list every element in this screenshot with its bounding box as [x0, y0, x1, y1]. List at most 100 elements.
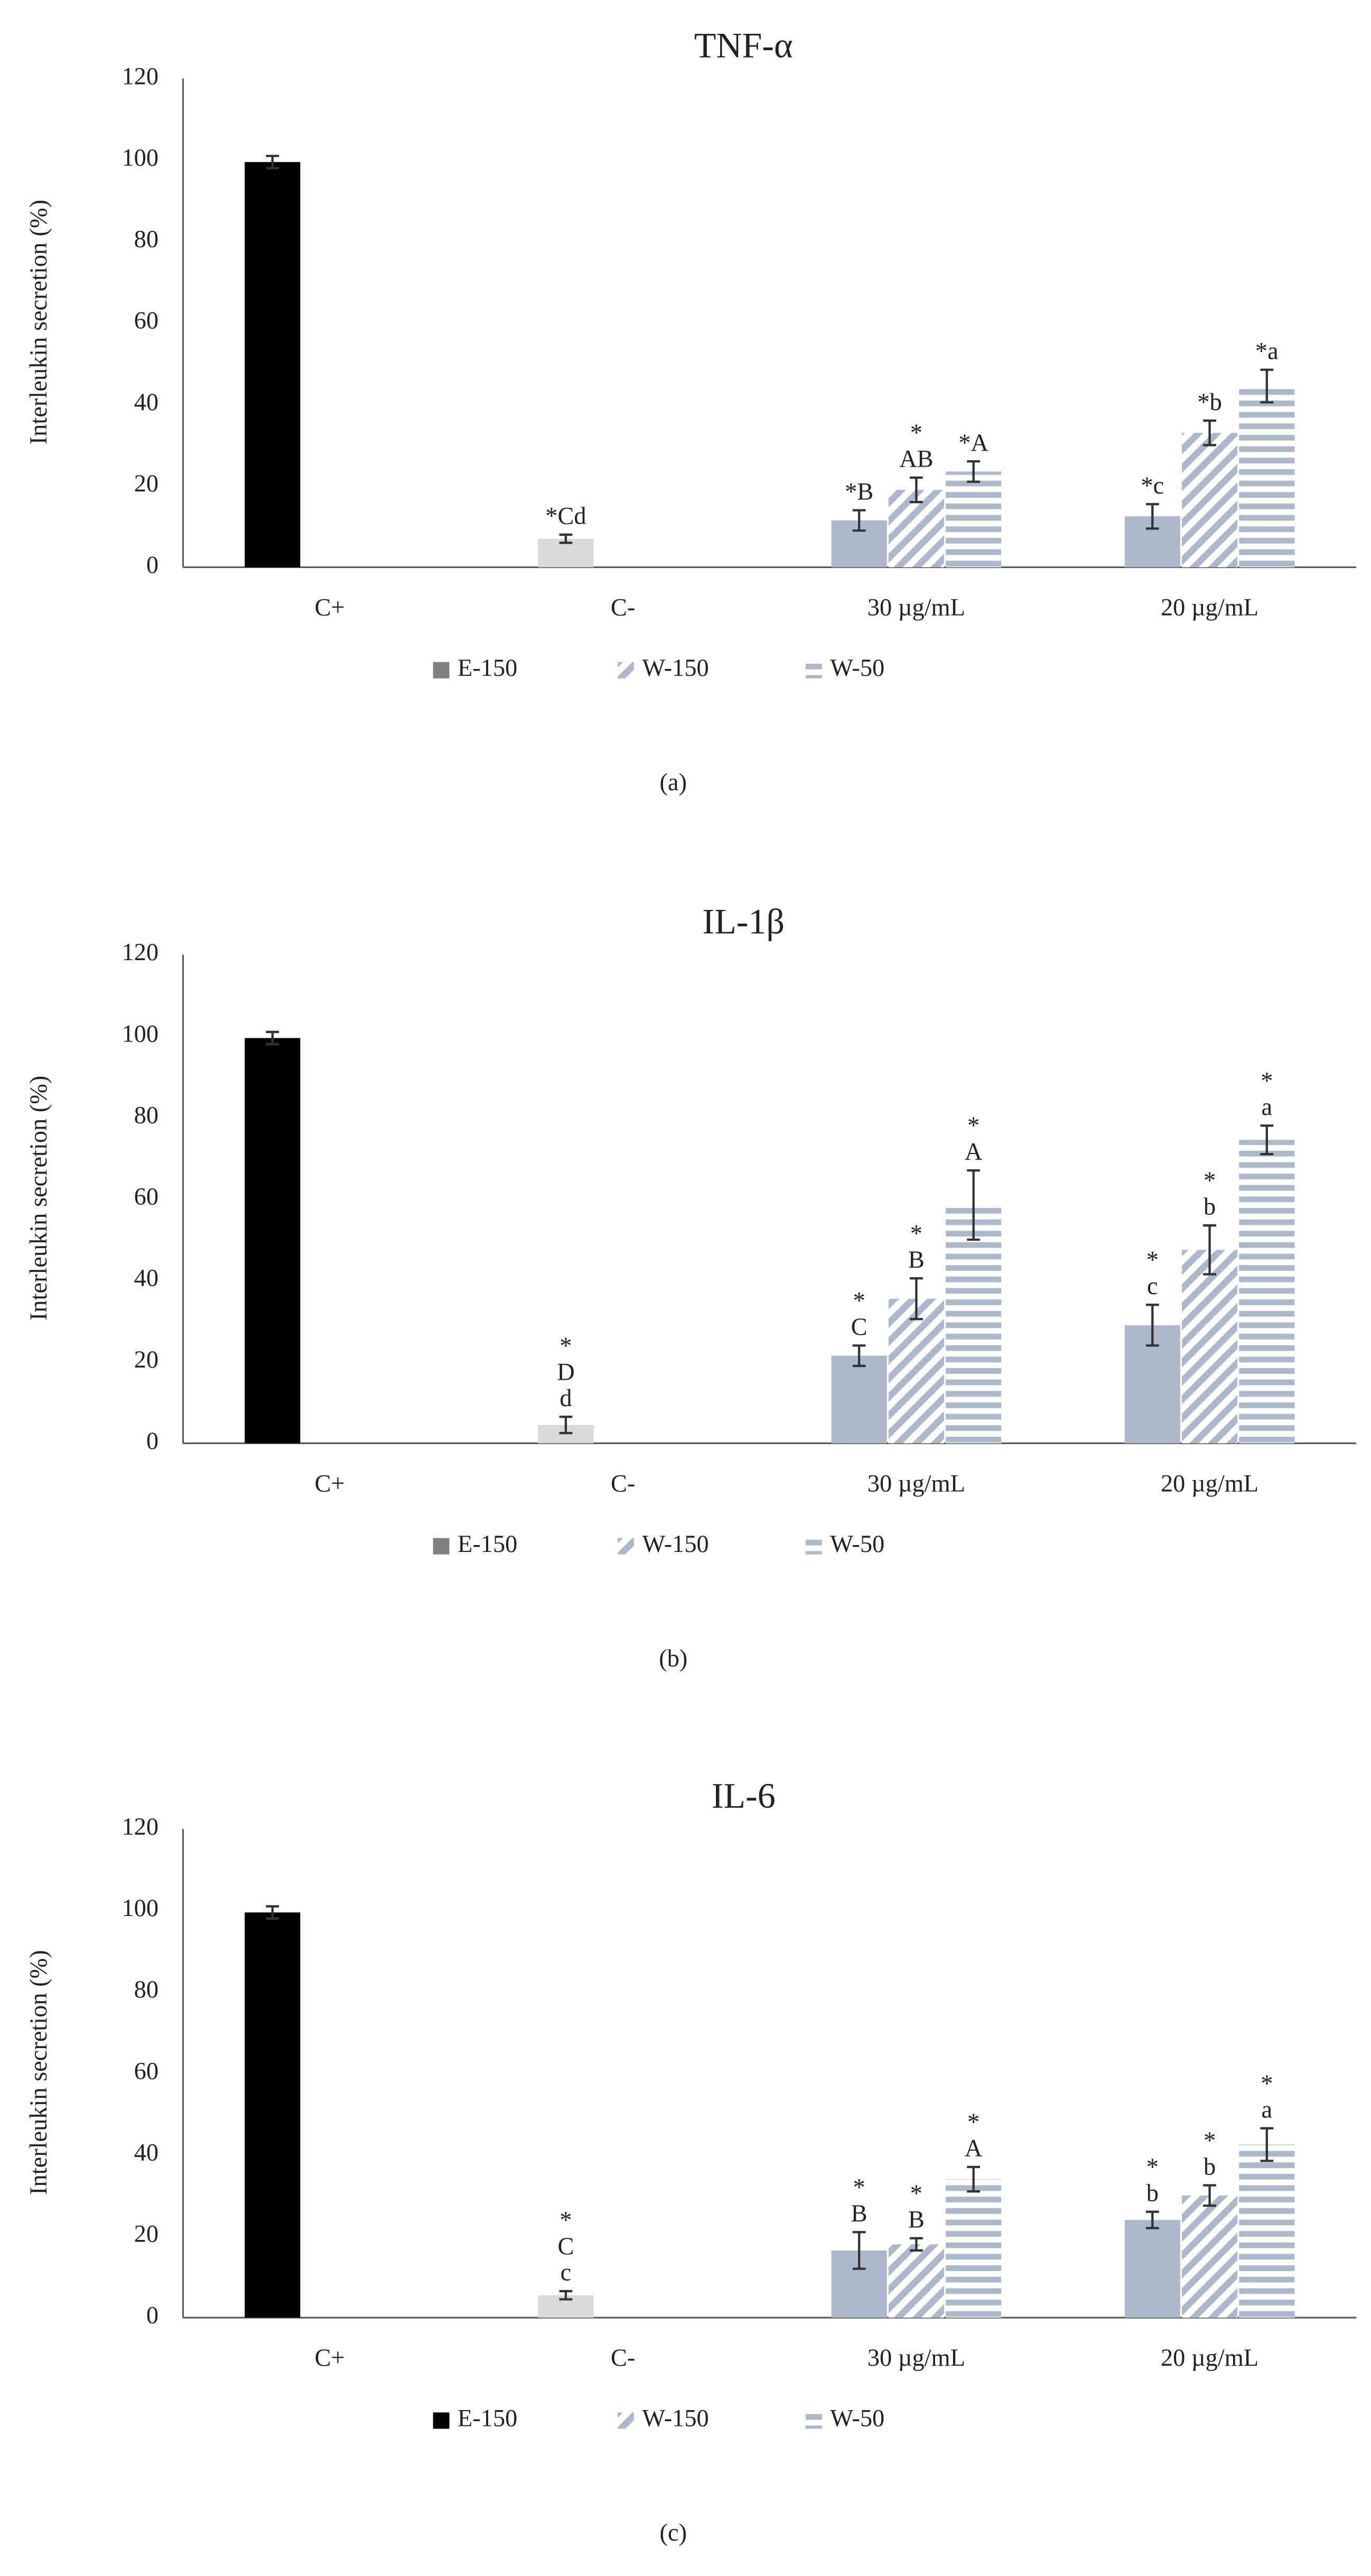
- error-bar: [967, 460, 981, 483]
- y-tick-label: 120: [122, 1814, 158, 1840]
- legend-marker: [805, 2412, 822, 2429]
- error-bar: [967, 2165, 981, 2193]
- error-bar: [910, 1277, 923, 1320]
- bar: [1239, 386, 1295, 568]
- chart-title: IL-1β: [703, 901, 785, 941]
- error-bar: [559, 533, 573, 544]
- significance-label: *: [1146, 2154, 1159, 2181]
- error-bar: [910, 2237, 923, 2252]
- bar: [888, 2244, 944, 2318]
- legend-label: W-50: [830, 2405, 884, 2432]
- significance-label: a: [1262, 2096, 1273, 2123]
- significance-label: *Cd: [545, 503, 586, 530]
- y-tick-label: 20: [134, 2221, 158, 2248]
- x-tick-label: C+: [314, 594, 344, 621]
- y-tick-label: 80: [134, 226, 158, 253]
- y-tick-label: 80: [134, 1102, 158, 1129]
- error-bar: [1260, 2127, 1274, 2162]
- error-bar: [1203, 419, 1216, 447]
- x-tick-label: 20 µg/mL: [1161, 1470, 1258, 1497]
- y-axis-label: Interleukin secretion (%): [25, 1076, 52, 1321]
- error-bar: [910, 476, 923, 504]
- x-tick-label: C+: [314, 2345, 344, 2372]
- y-tick-label: 80: [134, 1976, 158, 2003]
- error-bar: [266, 154, 279, 170]
- legend-marker: [433, 662, 450, 678]
- x-tick-label: 30 µg/mL: [868, 1470, 965, 1497]
- y-axis-label: Interleukin secretion (%): [25, 1950, 52, 2195]
- significance-label: *: [910, 2180, 922, 2207]
- bar: [888, 1298, 944, 1444]
- significance-label: b: [1146, 2180, 1159, 2207]
- bar: [831, 1355, 887, 1444]
- significance-label: b: [1204, 1194, 1216, 1221]
- significance-label: *: [853, 1288, 865, 1315]
- significance-label: *b: [1197, 389, 1221, 416]
- significance-label: *: [1204, 2127, 1216, 2154]
- x-tick-label: 20 µg/mL: [1161, 594, 1258, 621]
- error-bar: [266, 1030, 279, 1046]
- legend-marker: [805, 1538, 822, 1555]
- significance-label: D: [557, 1359, 575, 1385]
- significance-label: C: [851, 1314, 868, 1341]
- legend-marker: [805, 662, 822, 678]
- bar: [946, 1205, 1002, 1444]
- significance-label: *: [910, 420, 922, 447]
- bar: [1181, 433, 1238, 568]
- error-bar: [1145, 1304, 1159, 1347]
- x-tick-label: C-: [611, 594, 635, 621]
- legend-label: E-150: [458, 1531, 517, 1558]
- y-tick-label: 0: [146, 552, 158, 579]
- y-tick-label: 60: [134, 308, 158, 334]
- caption: (b): [659, 1645, 687, 1672]
- bar: [1239, 1140, 1295, 1444]
- bar: [1181, 1250, 1238, 1444]
- significance-label: A: [965, 2135, 983, 2162]
- bar: [1181, 2195, 1238, 2318]
- error-bar: [559, 2290, 573, 2301]
- error-bar: [852, 2231, 866, 2270]
- significance-label: B: [908, 1247, 925, 1273]
- error-bar: [1203, 1224, 1216, 1276]
- y-tick-label: 100: [122, 144, 158, 171]
- y-tick-label: 100: [122, 1020, 158, 1047]
- x-tick-label: C-: [611, 2345, 635, 2372]
- significance-label: *: [1204, 1167, 1216, 1194]
- significance-label: a: [1262, 1094, 1273, 1121]
- chart-title: IL-6: [712, 1775, 776, 1816]
- legend-marker: [433, 2412, 450, 2429]
- x-tick-label: 20 µg/mL: [1161, 2345, 1258, 2372]
- y-tick-label: 0: [146, 1428, 158, 1455]
- y-tick-label: 0: [146, 2302, 158, 2329]
- error-bar: [1145, 503, 1159, 530]
- error-bar: [266, 1905, 279, 1920]
- significance-label: *: [967, 1112, 980, 1139]
- error-bar: [1145, 2210, 1159, 2229]
- bar: [1239, 2144, 1295, 2318]
- bar: [946, 2179, 1002, 2318]
- y-tick-label: 60: [134, 2058, 158, 2085]
- significance-label: *: [1261, 1067, 1273, 1094]
- chart: IL-1β Interleukin secretion (%) (b) 0 20 40 60…: [25, 901, 1357, 1672]
- significance-label: A: [965, 1139, 983, 1166]
- y-tick-label: 40: [134, 389, 158, 416]
- caption: (c): [660, 2519, 687, 2546]
- x-tick-label: C+: [314, 1470, 344, 1497]
- bar: [1124, 2220, 1180, 2318]
- significance-label: c: [1147, 1273, 1158, 1300]
- error-bar: [1260, 368, 1274, 404]
- chart: IL-6 Interleukin secretion (%) (c) 0 20 40 60 8…: [25, 1775, 1357, 2546]
- significance-label: B: [908, 2207, 925, 2234]
- significance-label: *c: [1141, 472, 1164, 499]
- legend-label: W-150: [642, 655, 709, 682]
- error-bar: [1203, 2184, 1216, 2207]
- x-tick-label: 30 µg/mL: [868, 2345, 965, 2372]
- significance-label: *: [853, 2174, 865, 2201]
- significance-label: *A: [958, 430, 988, 457]
- significance-label: B: [851, 2200, 868, 2227]
- y-tick-label: 60: [134, 1184, 158, 1211]
- significance-label: *: [559, 2207, 572, 2234]
- bar: [946, 471, 1002, 568]
- significance-label: *a: [1255, 338, 1279, 365]
- legend-label: W-150: [642, 1531, 709, 1558]
